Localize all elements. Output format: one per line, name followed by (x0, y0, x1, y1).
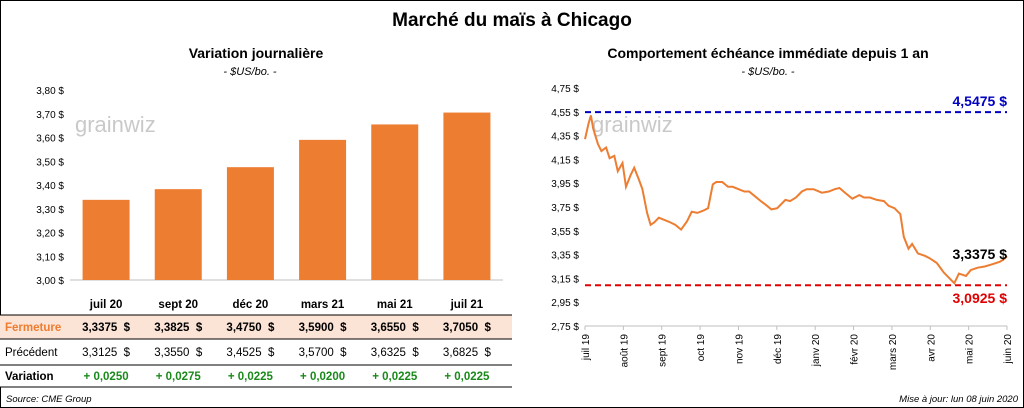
x-tick-label: févr 20 (850, 334, 861, 365)
row-label-precedent: Précédent (5, 347, 58, 359)
x-tick-label: déc 19 (773, 334, 784, 364)
x-tick-label: sept 20 (158, 299, 198, 311)
table-row-bg (0, 365, 512, 387)
x-tick-label: nov 19 (734, 334, 745, 364)
y-tick-label: 3,30 $ (36, 205, 64, 216)
table-cell: 3,4750 $ (226, 322, 275, 334)
x-tick-label: déc 20 (233, 299, 269, 311)
table-cell: + 0,0225 (444, 371, 490, 383)
y-tick-label: 3,35 $ (551, 251, 579, 262)
left-chart-title: Variation journalière (188, 45, 324, 61)
table-cell: 3,6825 $ (443, 347, 492, 359)
y-tick-label: 3,55 $ (551, 227, 579, 238)
table-cell: + 0,0200 (300, 371, 345, 383)
x-tick-label: juil 21 (450, 299, 484, 311)
line-chart: grainwiz 2,75 $ 2,95 $ 3,15 $ 3,35 $ 3,55 $ 3… (551, 84, 1014, 371)
high-value-label: 4,5475 $ (953, 93, 1008, 109)
y-tick-label: 2,95 $ (551, 298, 579, 309)
y-tick-label: 3,10 $ (36, 252, 64, 263)
bar (82, 199, 130, 280)
y-tick-label: 3,40 $ (36, 181, 64, 192)
y-tick-label: 4,75 $ (551, 84, 579, 95)
x-tick-label: mars 21 (301, 299, 345, 311)
x-tick-label: mai 21 (377, 299, 413, 311)
y-tick-label: 3,00 $ (36, 276, 64, 287)
x-tick-label: juin 20 (1003, 334, 1014, 365)
row-label-fermeture: Fermeture (5, 322, 61, 334)
table-cell: 3,7050 $ (443, 322, 492, 334)
table-row-bg (0, 339, 512, 365)
y-tick-label: 3,20 $ (36, 229, 64, 240)
y-tick-label: 3,50 $ (36, 157, 64, 168)
bar (371, 124, 419, 280)
table-cell: 3,6550 $ (371, 322, 420, 334)
source-note: Source: CME Group (6, 394, 92, 405)
right-chart-title: Comportement échéance immédiate depuis 1… (607, 45, 929, 61)
table-cell: 3,3825 $ (154, 322, 203, 334)
x-tick-label: avr 20 (926, 334, 937, 362)
bar-chart: grainwiz 3,00 $ 3,10 $ 3,20 $ 3,30 $ 3,40 $ 3… (0, 86, 512, 388)
bar (443, 112, 491, 280)
table-cell: + 0,0250 (84, 371, 129, 383)
table-cell: 3,4525 $ (226, 347, 275, 359)
y-tick-label: 3,80 $ (36, 86, 64, 97)
y-tick-label: 4,55 $ (551, 108, 579, 119)
low-value-label: 3,0925 $ (953, 290, 1008, 306)
x-tick-label: juil 20 (89, 299, 123, 311)
main-title: Marché du maïs à Chicago (392, 10, 632, 31)
x-tick-label: mars 20 (888, 334, 899, 371)
table-cell: 3,5700 $ (299, 347, 348, 359)
table-cell: 3,3375 $ (82, 322, 131, 334)
table-cell: 3,5900 $ (299, 322, 348, 334)
bar (154, 189, 202, 280)
x-tick-label: oct 19 (696, 334, 707, 362)
x-tick-label: mai 20 (965, 334, 976, 364)
y-tick-label: 3,15 $ (551, 274, 579, 285)
last-value-label: 3,3375 $ (953, 246, 1008, 262)
table-row-bg (0, 315, 512, 339)
x-tick-label: juil 19 (581, 334, 592, 362)
table-cell: + 0,0275 (156, 371, 202, 383)
y-tick-label: 4,15 $ (551, 155, 579, 166)
y-tick-label: 3,95 $ (551, 179, 579, 190)
right-chart-unit: - $US/bo. - (741, 66, 795, 78)
update-note: Mise à jour: lun 08 juin 2020 (899, 394, 1018, 405)
table-cell: 3,3125 $ (82, 347, 131, 359)
row-label-variation: Variation (5, 371, 54, 383)
bar (226, 167, 274, 280)
left-chart-unit: - $US/bo. - (223, 66, 277, 78)
price-series-line (584, 115, 1008, 285)
y-tick-label: 3,70 $ (36, 110, 64, 121)
y-tick-label: 3,75 $ (551, 203, 579, 214)
x-tick-label: sept 19 (658, 334, 669, 367)
y-tick-label: 3,60 $ (36, 134, 64, 145)
bar (299, 139, 347, 280)
table-cell: 3,3550 $ (154, 347, 203, 359)
watermark: grainwiz (75, 112, 156, 137)
y-tick-label: 4,35 $ (551, 132, 579, 143)
table-cell: 3,6325 $ (371, 347, 420, 359)
y-tick-label: 2,75 $ (551, 322, 579, 333)
table-cell: + 0,0225 (228, 371, 274, 383)
x-tick-label: août 19 (619, 334, 630, 368)
watermark-right: grainwiz (592, 112, 673, 137)
table-cell: + 0,0225 (372, 371, 418, 383)
x-tick-label: janv 20 (811, 334, 822, 368)
